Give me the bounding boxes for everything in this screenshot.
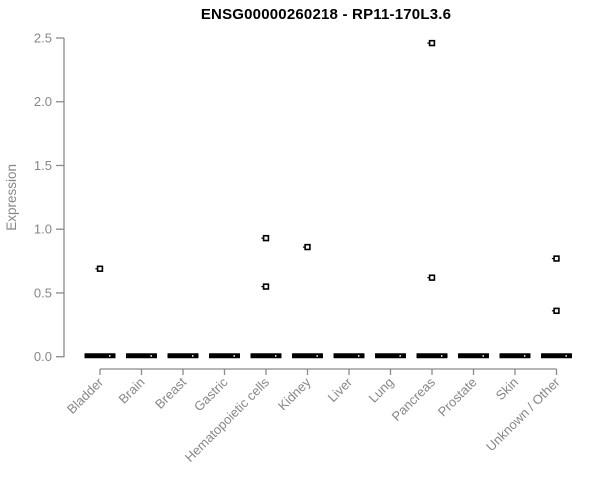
zero-bar-notch (109, 355, 111, 357)
zero-expression-cluster-bar (209, 353, 240, 359)
x-tick-label: Gastric (191, 374, 231, 414)
x-tick-label: Unknown / Other (483, 374, 563, 454)
y-tick-label: 2.5 (34, 31, 52, 46)
x-tick-label: Skin (493, 375, 521, 403)
data-point-marker (428, 274, 436, 281)
zero-expression-cluster-bar (84, 353, 116, 359)
x-tick-label: Kidney (275, 374, 314, 413)
zero-bar-notch (524, 355, 526, 357)
y-tick-label: 1.0 (34, 222, 52, 237)
zero-expression-cluster-bar (458, 353, 489, 359)
x-tick-label: Brain (116, 375, 148, 407)
zero-bar-notch (275, 355, 277, 357)
zero-bar-notch (482, 355, 484, 357)
zero-expression-cluster-bar (375, 353, 406, 359)
x-tick-label: Bladder (64, 374, 107, 417)
data-point-marker (553, 307, 560, 315)
data-point-marker (96, 265, 104, 272)
zero-bar-notch (399, 355, 401, 357)
zero-bar-notch (316, 355, 318, 357)
zero-bar-notch (150, 355, 152, 357)
y-tick-label: 0.0 (34, 349, 52, 364)
x-tick-label: Pancreas (389, 374, 439, 424)
y-tick-label: 2.0 (34, 94, 52, 109)
data-point-marker (262, 234, 270, 242)
x-tick-label: Breast (152, 374, 189, 411)
zero-expression-cluster-bar (126, 353, 157, 359)
zero-expression-cluster-bar (250, 353, 282, 359)
data-point-marker (553, 255, 560, 262)
x-tick-label: Lung (366, 375, 397, 406)
data-point-marker (428, 39, 436, 47)
chart-title: ENSG00000260218 - RP11-170L3.6 (200, 6, 452, 23)
zero-expression-cluster-bar (167, 353, 199, 359)
y-tick-label: 1.5 (34, 158, 52, 173)
x-tick-label: Liver (325, 374, 356, 405)
zero-bar-notch (441, 355, 443, 357)
zero-expression-cluster-bar (292, 353, 323, 359)
x-tick-label: Prostate (435, 375, 480, 420)
data-point-marker (304, 243, 311, 251)
zero-expression-cluster-bar (541, 353, 572, 359)
zero-bar-notch (233, 355, 235, 357)
y-tick-label: 0.5 (34, 285, 52, 300)
zero-bar-notch (565, 355, 567, 357)
data-point-marker (262, 283, 270, 290)
zero-expression-cluster-bar (333, 353, 365, 359)
zero-expression-cluster-bar (499, 353, 531, 359)
zero-expression-cluster-bar (416, 353, 448, 359)
y-axis-title: Expression (4, 164, 19, 231)
zero-bar-notch (192, 355, 194, 357)
zero-bar-notch (358, 355, 360, 357)
